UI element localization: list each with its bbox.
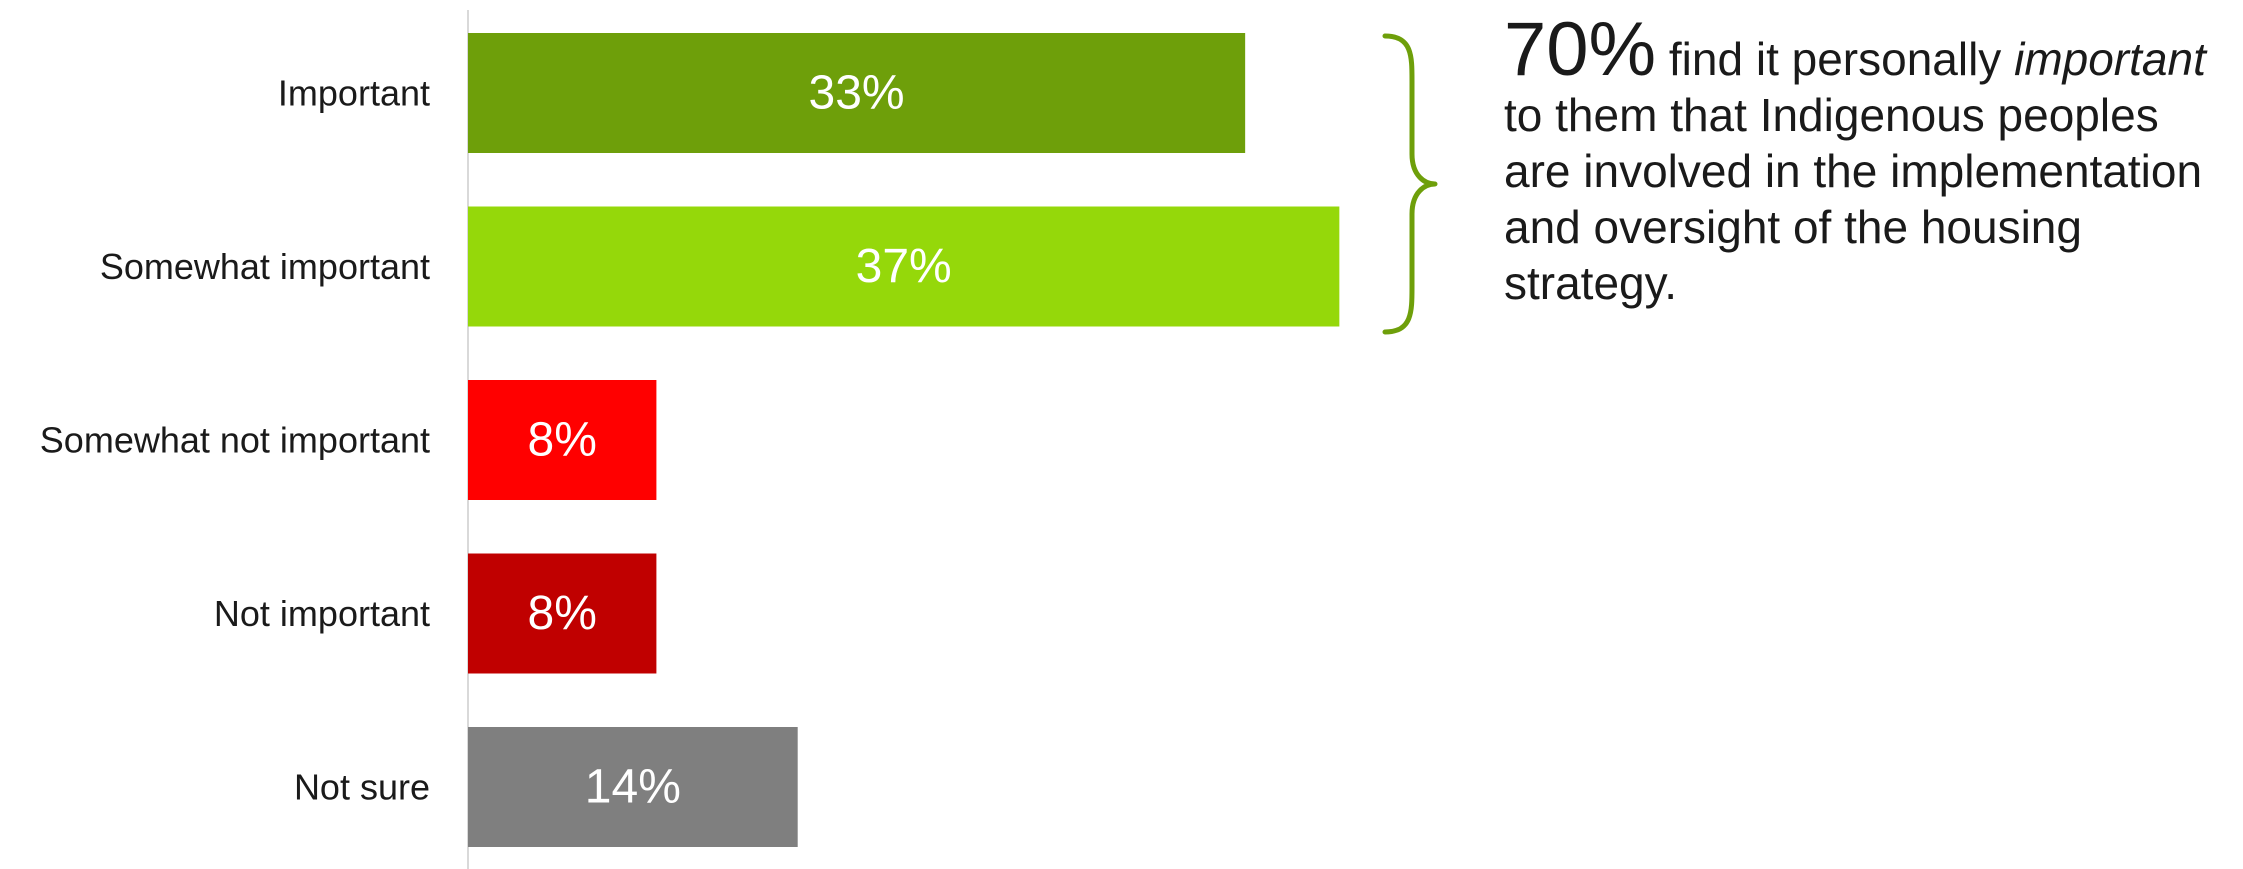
bar-not-important (468, 553, 657, 674)
callout-big-value: 70% (1504, 7, 1657, 92)
category-label-somewhat-not-important: Somewhat not important (40, 420, 430, 461)
value-label-somewhat-not-important: 8% (528, 414, 597, 467)
callout-text: 70% find it personally important to them… (1504, 12, 2234, 311)
category-label-not-sure: Not sure (294, 767, 430, 808)
bar-important (468, 33, 1246, 153)
category-label-somewhat-important: Somewhat important (100, 246, 430, 287)
callout-text-italic: important (2014, 33, 2206, 85)
callout-text-part1: find it personally (1656, 33, 2015, 85)
bars-group: 33% Important 37% Somewhat important 8% Somew… (40, 33, 1340, 847)
callout-text-part2: to them that Indigenous peoples are invo… (1504, 89, 2203, 309)
bar-not-sure (468, 727, 798, 847)
callout-bracket (1382, 33, 1438, 335)
value-label-important: 33% (809, 67, 905, 120)
value-label-not-sure: 14% (585, 761, 681, 814)
bar-somewhat-not-important (468, 380, 657, 500)
value-label-not-important: 8% (528, 587, 597, 640)
bar-somewhat-important (468, 206, 1340, 327)
value-label-somewhat-important: 37% (856, 240, 952, 293)
category-label-not-important: Not important (214, 593, 430, 634)
category-label-important: Important (278, 73, 430, 114)
